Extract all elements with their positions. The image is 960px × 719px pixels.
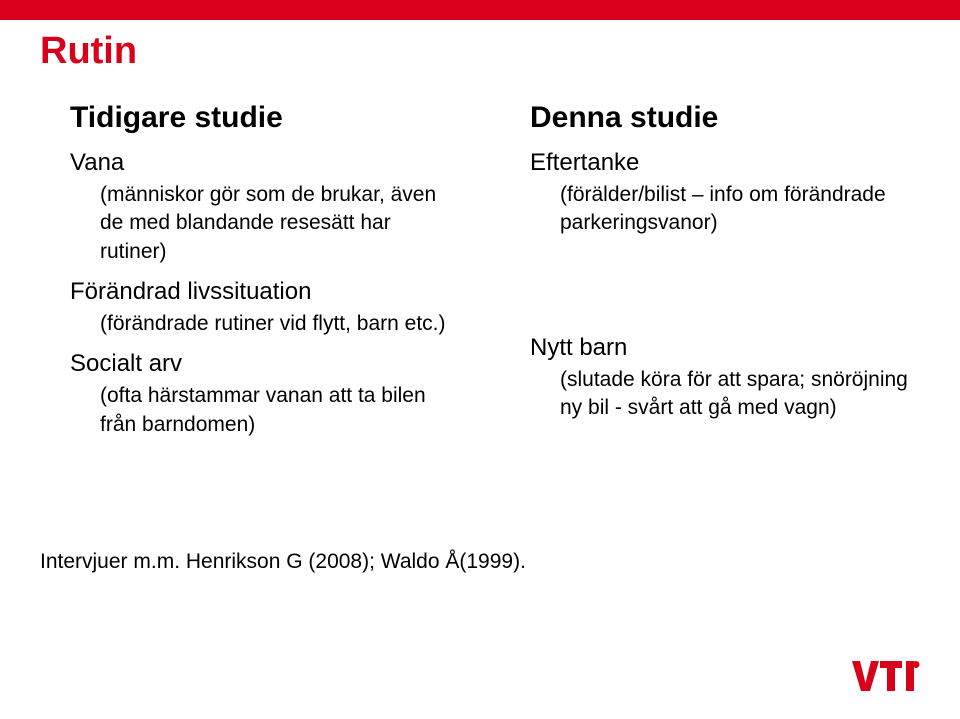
left-desc-0: (människor gör som de brukar, även de me… (40, 181, 460, 266)
left-term-0: Vana (40, 149, 460, 177)
slide-title: Rutin (40, 30, 920, 73)
footnote: Intervjuer m.m. Henrikson G (2008); Wald… (40, 548, 526, 576)
left-desc-2: (ofta härstammar vanan att ta bilen från… (40, 382, 460, 439)
two-column-layout: Tidigare studie Vana (människor gör som … (40, 101, 920, 439)
right-desc-1: (slutade köra för att spara; snöröjning … (500, 366, 920, 423)
right-term-0: Eftertanke (500, 149, 920, 177)
left-column: Tidigare studie Vana (människor gör som … (40, 101, 460, 439)
vti-logo-svg (850, 657, 922, 695)
content-area: Rutin Tidigare studie Vana (människor gö… (40, 30, 920, 439)
right-desc-0: (förälder/bilist – info om förändrade pa… (500, 181, 920, 238)
left-term-1: Förändrad livssituation (40, 278, 460, 306)
left-column-heading: Tidigare studie (40, 101, 460, 135)
vti-logo (850, 657, 922, 695)
right-term-1: Nytt barn (500, 334, 920, 362)
slide: Rutin Tidigare studie Vana (människor gö… (0, 0, 960, 719)
left-term-2: Socialt arv (40, 350, 460, 378)
right-column: Denna studie Eftertanke (förälder/bilist… (500, 101, 920, 439)
right-column-heading: Denna studie (500, 101, 920, 135)
left-desc-1: (förändrade rutiner vid flytt, barn etc.… (40, 310, 460, 338)
top-brand-bar (0, 0, 960, 20)
